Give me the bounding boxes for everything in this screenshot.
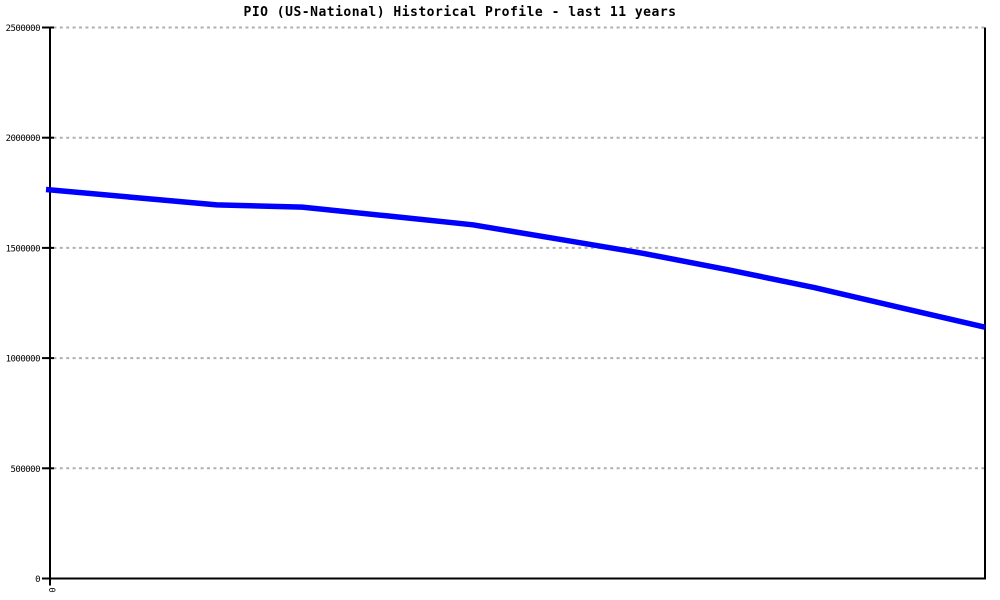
chart-title: PIO (US-National) Historical Profile - l… — [243, 5, 677, 20]
y-tick-label: 2500000 — [6, 24, 41, 34]
y-tick-label: 1500000 — [6, 244, 41, 254]
y-tick-label: 500000 — [10, 465, 40, 475]
data-line — [45, 186, 986, 330]
y-tick-label: 0 — [35, 575, 40, 585]
y-tick-label: 2000000 — [6, 134, 41, 144]
x-tick-label: 0 — [46, 587, 56, 592]
y-tick-label: 1000000 — [6, 355, 41, 365]
